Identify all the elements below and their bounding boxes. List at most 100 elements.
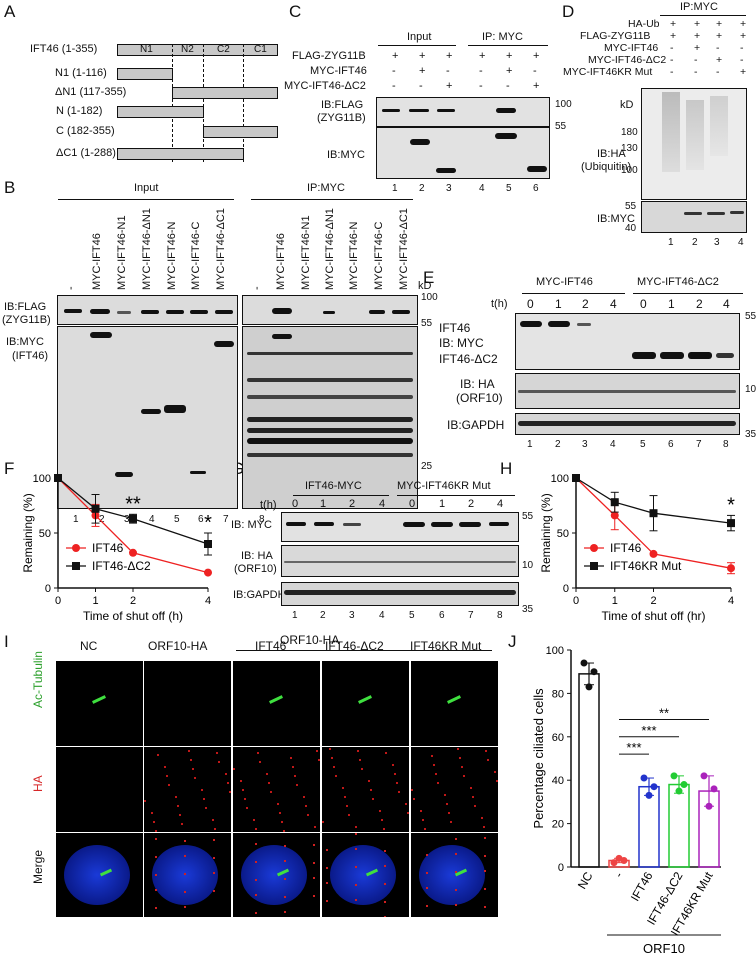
row-label: FLAG-ZYG11B bbox=[580, 30, 651, 42]
y-tick-label: 50 bbox=[557, 528, 569, 540]
image-cell bbox=[411, 661, 498, 746]
dot bbox=[179, 814, 181, 816]
y-tick-label: 20 bbox=[552, 819, 564, 831]
image-cell bbox=[322, 833, 409, 917]
sign: - bbox=[479, 65, 483, 77]
dot bbox=[355, 866, 357, 868]
construct-bar-n bbox=[117, 106, 204, 118]
dot bbox=[318, 759, 320, 761]
x-tick-label: 0 bbox=[55, 595, 61, 607]
dot bbox=[255, 879, 257, 881]
column-label: NC bbox=[80, 639, 98, 653]
dot bbox=[164, 766, 166, 768]
lane-number: 4 bbox=[738, 237, 744, 248]
lane-label: MYC-IFT46-N1 bbox=[300, 215, 312, 290]
data-point bbox=[675, 787, 683, 795]
scale-bar bbox=[472, 948, 496, 950]
data-point bbox=[610, 498, 619, 507]
nucleus bbox=[64, 845, 130, 905]
dot bbox=[463, 775, 465, 777]
dot bbox=[335, 775, 337, 777]
dot bbox=[188, 750, 190, 752]
significance-label: * bbox=[204, 512, 212, 534]
marker-55: 55 bbox=[555, 121, 567, 132]
panel-label-e: E bbox=[423, 268, 435, 287]
lane-number: 7 bbox=[223, 514, 229, 525]
dot bbox=[155, 889, 157, 891]
dot bbox=[194, 777, 196, 779]
dot bbox=[281, 821, 283, 823]
marker-100: 100 bbox=[421, 292, 438, 303]
lane-number: 1 bbox=[527, 439, 533, 450]
blot-label: (ZYG11B) bbox=[317, 112, 366, 124]
cilium bbox=[268, 694, 283, 704]
panel-label-h: H bbox=[500, 459, 513, 478]
divider bbox=[172, 44, 173, 162]
y-tick-label: 100 bbox=[546, 645, 564, 657]
y-tick-label: 40 bbox=[552, 775, 564, 787]
lane-number: 6 bbox=[668, 439, 674, 450]
x-tick-label: IFT46 bbox=[628, 869, 656, 903]
data-point bbox=[705, 802, 713, 810]
label: IB:GAPDH bbox=[233, 589, 286, 601]
data-point bbox=[640, 774, 648, 782]
dot bbox=[184, 855, 186, 857]
lane-number: 8 bbox=[259, 514, 265, 525]
sign: + bbox=[670, 30, 677, 42]
data-point bbox=[680, 781, 688, 789]
dot bbox=[213, 857, 215, 859]
dot bbox=[470, 787, 472, 789]
label: IFT46 bbox=[439, 321, 471, 335]
dot bbox=[205, 807, 207, 809]
sign: + bbox=[716, 54, 723, 66]
dot bbox=[384, 916, 386, 917]
construct-label: N1 (1-116) bbox=[55, 67, 107, 79]
marker: 130 bbox=[621, 143, 638, 154]
y-tick-label: 0 bbox=[558, 862, 564, 874]
dot bbox=[411, 789, 413, 791]
sign: + bbox=[419, 50, 426, 62]
sign: - bbox=[740, 54, 744, 66]
dot bbox=[329, 748, 331, 750]
lane-label: - bbox=[65, 286, 77, 290]
y-tick-label: 0 bbox=[45, 583, 51, 595]
dot bbox=[342, 787, 344, 789]
dot bbox=[426, 905, 428, 907]
dot bbox=[283, 830, 285, 832]
dot bbox=[242, 789, 244, 791]
dot bbox=[484, 855, 486, 857]
label: IB: MYC bbox=[231, 519, 272, 531]
image-cell bbox=[144, 747, 231, 832]
panel-label-b: B bbox=[4, 178, 16, 197]
dot bbox=[157, 754, 159, 756]
legend-marker bbox=[72, 562, 80, 570]
blot-myc-input bbox=[57, 326, 238, 509]
data-point bbox=[727, 564, 735, 573]
dot bbox=[240, 780, 242, 782]
lane-number: 4 bbox=[149, 514, 155, 525]
sign: + bbox=[479, 50, 486, 62]
dot bbox=[284, 896, 286, 898]
y-tick-label: 100 bbox=[551, 473, 569, 485]
dot bbox=[455, 853, 457, 855]
marker: 55 bbox=[745, 311, 756, 322]
blot-myc bbox=[376, 127, 550, 179]
dot bbox=[212, 819, 214, 821]
dot bbox=[355, 899, 357, 901]
x-tick-label: 1 bbox=[612, 595, 618, 607]
dot bbox=[326, 867, 328, 869]
dot bbox=[326, 900, 328, 902]
dot bbox=[253, 819, 255, 821]
construct-bar-dc1 bbox=[117, 148, 244, 160]
panel-label-a: A bbox=[4, 2, 16, 21]
time: 0 bbox=[640, 297, 647, 311]
dot bbox=[455, 838, 457, 840]
dot bbox=[216, 752, 218, 754]
kd-label: kD bbox=[418, 280, 432, 292]
legend-marker bbox=[590, 562, 598, 570]
lane-number: 1 bbox=[73, 514, 79, 525]
lane-number: 8 bbox=[497, 610, 503, 621]
sign: - bbox=[419, 80, 423, 92]
dot bbox=[372, 798, 374, 800]
lane-number: 2 bbox=[555, 439, 561, 450]
